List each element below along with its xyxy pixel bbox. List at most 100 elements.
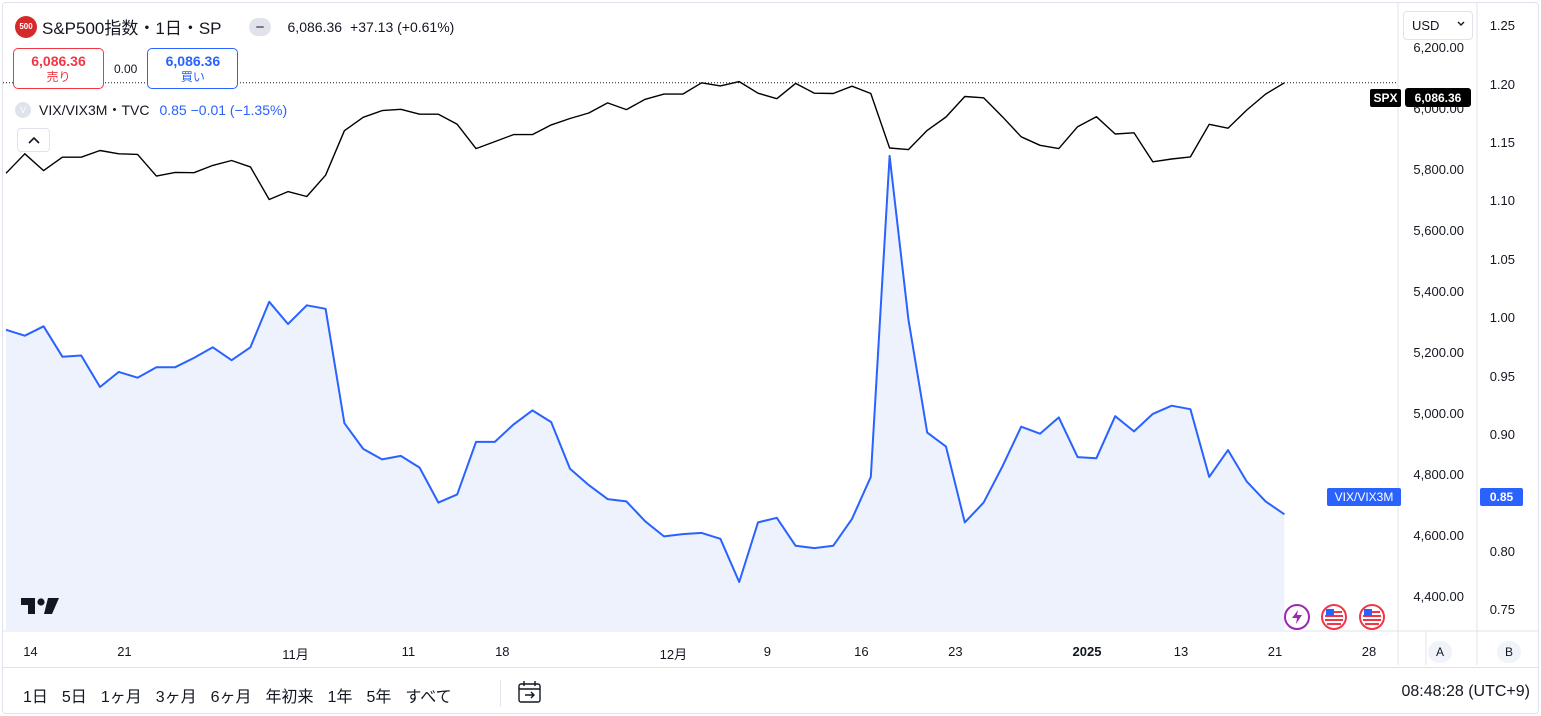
right-axis-tick: 0.90 (1489, 426, 1515, 442)
vix-point (1150, 411, 1156, 417)
clock[interactable]: 08:48:28 (UTC+9) (1401, 683, 1530, 700)
hide-legend-icon[interactable] (248, 17, 271, 36)
range-selector: 1日 5日 1ヶ月 3ヶ月 6ヶ月 年初来 1年 5年 すべて (23, 683, 466, 707)
log-scale-button[interactable]: B (1497, 641, 1521, 663)
vix-price-tag: 0.85 (1480, 488, 1523, 506)
spx-point (116, 151, 122, 157)
spx-point (1131, 130, 1137, 136)
vix-point (717, 536, 723, 542)
range-button[interactable]: 1日 (23, 689, 48, 706)
vix-point (304, 302, 310, 308)
left-axis-tick: 5,800.00 (1413, 161, 1464, 177)
vix-point (398, 453, 404, 459)
vix-point (586, 482, 592, 488)
auto-scale-button[interactable]: A (1428, 641, 1452, 663)
spx-point (811, 90, 817, 96)
calendar-goto-icon[interactable] (517, 680, 543, 709)
spx-point (1075, 124, 1081, 130)
vix-series-line (5, 154, 1285, 583)
price-change: +37.13 (+0.61%) (350, 18, 455, 35)
range-button[interactable]: 6ヶ月 (210, 689, 252, 706)
sell-button[interactable]: 6,086.36 売り (13, 48, 104, 89)
spx-point (153, 173, 159, 179)
vix-point (1112, 413, 1118, 419)
vix-point (3, 327, 9, 333)
spx-point (1169, 156, 1175, 162)
vix-point (924, 430, 930, 436)
buy-label: 買い (180, 69, 205, 84)
time-axis-tick: 11月 (282, 647, 309, 662)
currency-select[interactable]: USD (1403, 11, 1473, 40)
spx-point (868, 91, 874, 97)
range-button[interactable]: すべて (405, 689, 452, 706)
time-axis-tick: 14 (23, 644, 38, 659)
spx-point (247, 164, 253, 170)
spx-point (793, 80, 799, 86)
spx-point (379, 108, 385, 114)
tradingview-logo-icon[interactable] (21, 596, 59, 621)
spx-point (59, 154, 65, 160)
buy-button[interactable]: 6,086.36 買い (147, 48, 239, 89)
symbol-title[interactable]: S&P500指数・1日・SP (42, 19, 222, 38)
right-axis-tick: 0.75 (1489, 601, 1515, 617)
sp500-symbol-icon[interactable]: 500 (15, 15, 37, 38)
chart-canvas[interactable] (3, 3, 1539, 714)
vix-point (1018, 424, 1024, 430)
vix-point (905, 316, 911, 322)
range-button[interactable]: 年初来 (265, 689, 314, 706)
spx-point (304, 194, 310, 200)
compare-symbol-icon[interactable]: V (15, 102, 31, 118)
vix-point (1169, 403, 1175, 409)
sell-price: 6,086.36 (31, 52, 86, 69)
time-axis-tick: 16 (854, 644, 869, 659)
range-button[interactable]: 1年 (327, 689, 353, 706)
right-axis-tick: 1.20 (1489, 76, 1515, 92)
vix-point (736, 579, 742, 585)
vix-point (59, 354, 65, 360)
range-button[interactable]: 5日 (61, 689, 87, 706)
vix-point (849, 516, 855, 522)
us-flag-icon[interactable] (1359, 604, 1385, 630)
spx-point (1112, 131, 1118, 137)
spx-point (981, 95, 987, 101)
compare-legend: V VIX/VIX3M・TVC 0.85 −0.01 (−1.35%) (15, 100, 287, 120)
vix-point (548, 419, 554, 425)
vix-point (1244, 479, 1250, 485)
spx-point (924, 127, 930, 133)
spx-point (1056, 146, 1062, 152)
time-axis-tick: 9 (763, 644, 772, 659)
spx-point (1093, 114, 1099, 120)
spx-point (567, 116, 573, 122)
spx-point (830, 91, 836, 97)
left-axis-tick: 5,200.00 (1413, 344, 1464, 360)
time-axis-tick: 13 (1173, 644, 1189, 659)
range-button[interactable]: 3ヶ月 (155, 689, 197, 706)
spx-point (661, 91, 667, 97)
compare-symbol-name[interactable]: VIX/VIX3M・TVC (39, 102, 150, 118)
vix-point (172, 364, 178, 370)
vix-point (435, 500, 441, 506)
spx-point (473, 146, 479, 152)
left-axis-tick: 4,400.00 (1413, 588, 1464, 604)
spx-point (97, 148, 103, 154)
vix-point (78, 353, 84, 359)
time-axis-tick: 28 (1361, 644, 1377, 659)
collapse-legend-button[interactable] (17, 128, 50, 152)
trade-panel: 6,086.36 売り 0.00 6,086.36 買い (13, 48, 239, 89)
vix-point (1093, 455, 1099, 461)
lightning-icon[interactable] (1284, 604, 1310, 630)
spx-point (341, 128, 347, 134)
spx-point (1225, 125, 1231, 131)
vix-point (210, 344, 216, 350)
us-flag-icon[interactable] (1321, 604, 1347, 630)
range-button[interactable]: 5年 (366, 689, 392, 706)
spx-point (999, 114, 1005, 120)
vix-point (887, 153, 893, 159)
vix-point (473, 439, 479, 445)
time-axis-tick: 12月 (659, 647, 688, 662)
time-axis-tick: 21 (1267, 644, 1283, 659)
spx-point (435, 111, 441, 117)
spx-point (41, 168, 47, 174)
range-button[interactable]: 1ヶ月 (100, 689, 142, 706)
left-axis-tick: 5,000.00 (1413, 405, 1464, 421)
